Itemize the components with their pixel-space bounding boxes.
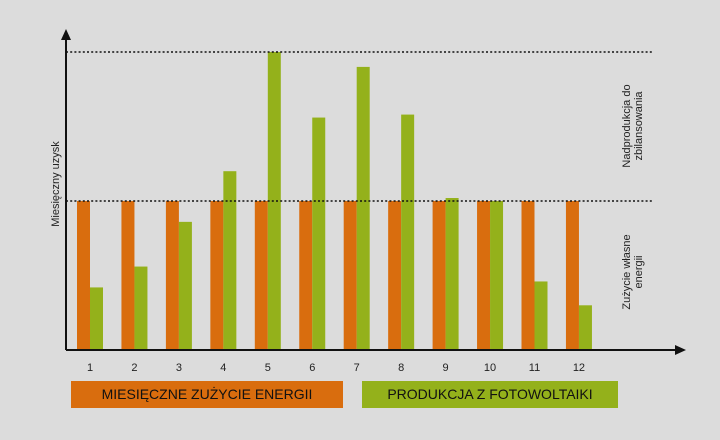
x-tick-label-5: 5 xyxy=(265,362,271,374)
zone-label-lower-line2: energii xyxy=(633,255,645,288)
x-tick-label-12: 12 xyxy=(573,362,585,374)
x-tick-label-1: 1 xyxy=(87,362,93,374)
x-tick-label-3: 3 xyxy=(176,362,182,374)
x-axis-arrow-icon xyxy=(675,345,686,355)
consumption-bar-2 xyxy=(121,201,135,350)
x-tick-labels: 1 2 3 4 5 6 7 8 9 10 11 12 xyxy=(87,362,585,374)
production-bar-2 xyxy=(134,266,148,350)
production-bar-11 xyxy=(534,281,548,350)
production-bar-6 xyxy=(312,117,326,350)
y-axis-arrow-icon xyxy=(61,29,71,40)
production-bar-3 xyxy=(178,221,192,350)
legend-production: PRODUKCJA Z FOTOWOLTAIKI xyxy=(362,381,618,408)
production-bar-9 xyxy=(445,198,459,350)
consumption-bar-6 xyxy=(299,201,313,350)
zone-label-upper-line2: zbilansowania xyxy=(633,91,645,161)
x-tick-label-4: 4 xyxy=(220,362,226,374)
zone-label-lower: Zużycie własne energii xyxy=(621,234,645,309)
consumption-bar-9 xyxy=(432,201,446,350)
reference-lines xyxy=(66,51,652,202)
x-tick-label-11: 11 xyxy=(529,362,540,374)
zone-label-lower-line1: Zużycie własne xyxy=(621,234,633,309)
consumption-bar-11 xyxy=(521,201,535,350)
consumption-bar-8 xyxy=(388,201,402,350)
zone-label-upper-line1: Nadprodukcja do xyxy=(621,84,633,167)
y-axis-label: Miesięczny uzysk xyxy=(50,141,62,227)
production-bar-10 xyxy=(490,201,504,350)
production-bar-1 xyxy=(90,287,103,350)
production-bar-8 xyxy=(401,114,415,350)
production-bar-12 xyxy=(578,305,592,350)
x-tick-label-7: 7 xyxy=(354,362,360,374)
consumption-bar-4 xyxy=(210,201,224,350)
zone-label-upper: Nadprodukcja do zbilansowania xyxy=(621,84,645,167)
x-tick-label-2: 2 xyxy=(131,362,137,374)
consumption-bar-5 xyxy=(254,201,268,350)
consumption-bar-1 xyxy=(77,201,90,350)
consumption-bar-10 xyxy=(477,201,491,350)
consumption-bar-7 xyxy=(343,201,357,350)
x-tick-label-9: 9 xyxy=(443,362,449,374)
legend-consumption: MIESIĘCZNE ZUŻYCIE ENERGII xyxy=(71,381,343,408)
production-bar-5 xyxy=(267,52,281,350)
production-bar-4 xyxy=(223,171,237,350)
x-tick-label-10: 10 xyxy=(484,362,496,374)
axes xyxy=(61,29,686,355)
production-bar-7 xyxy=(356,66,370,351)
bars-group xyxy=(77,52,592,351)
consumption-bar-3 xyxy=(165,201,179,350)
x-tick-label-6: 6 xyxy=(309,362,315,374)
x-tick-label-8: 8 xyxy=(398,362,404,374)
consumption-bar-12 xyxy=(565,201,579,350)
